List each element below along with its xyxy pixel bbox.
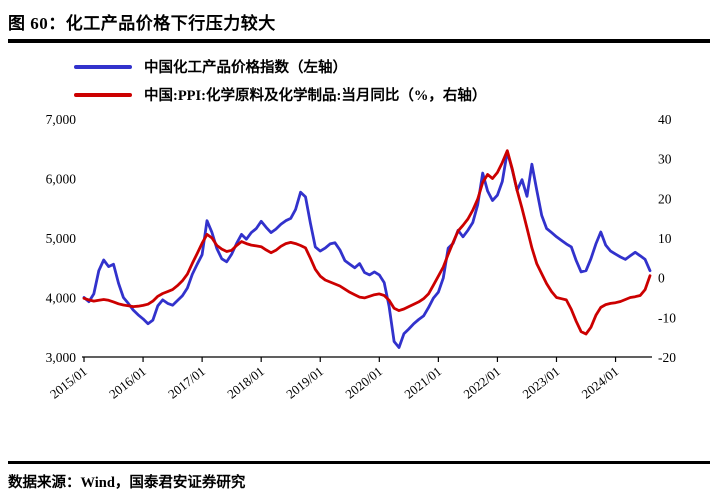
red-line-swatch	[74, 92, 132, 97]
svg-text:2015/01: 2015/01	[47, 364, 90, 402]
svg-text:20: 20	[658, 191, 672, 206]
svg-text:-20: -20	[658, 350, 676, 365]
data-source-text: 数据来源：Wind，国泰君安证券研究	[8, 475, 246, 491]
chart-area: 7,000 6,000 5,000 4,000 3,000 40 30 20 10 0 -10 -20…	[0, 105, 718, 461]
svg-text:4,000: 4,000	[46, 291, 77, 306]
figure-title: 图 60：化工产品价格下行压力较大	[8, 14, 276, 33]
svg-text:10: 10	[658, 231, 672, 246]
svg-text:40: 40	[658, 112, 672, 127]
svg-text:2018/01: 2018/01	[224, 364, 267, 402]
svg-text:2021/01: 2021/01	[401, 364, 444, 402]
top-rule	[8, 39, 710, 43]
svg-text:3,000: 3,000	[46, 350, 77, 365]
svg-text:7,000: 7,000	[46, 112, 77, 127]
svg-text:2017/01: 2017/01	[165, 364, 208, 402]
figure-footer: 数据来源：Wind，国泰君安证券研究	[0, 464, 718, 492]
legend-label-ppi: 中国:PPI:化学原料及化学制品:当月同比（%，右轴）	[144, 88, 487, 104]
svg-text:0: 0	[658, 271, 665, 286]
svg-text:2023/01: 2023/01	[520, 364, 563, 402]
svg-text:-10: -10	[658, 310, 676, 325]
svg-text:6,000: 6,000	[46, 172, 77, 187]
svg-text:30: 30	[658, 152, 672, 167]
svg-text:5,000: 5,000	[46, 231, 77, 246]
svg-text:2024/01: 2024/01	[579, 364, 622, 402]
chart-legend: 中国化工产品价格指数（左轴） 中国:PPI:化学原料及化学制品:当月同比（%，右…	[74, 56, 718, 105]
legend-label-price-index: 中国化工产品价格指数（左轴）	[144, 60, 347, 76]
blue-line-swatch	[74, 64, 132, 69]
svg-text:2016/01: 2016/01	[106, 364, 149, 402]
legend-item-ppi: 中国:PPI:化学原料及化学制品:当月同比（%，右轴）	[74, 84, 718, 105]
svg-text:2020/01: 2020/01	[342, 364, 385, 402]
bottom-rule	[8, 461, 710, 464]
svg-text:2019/01: 2019/01	[283, 364, 326, 402]
svg-text:2022/01: 2022/01	[460, 364, 503, 402]
chart-canvas: 7,000 6,000 5,000 4,000 3,000 40 30 20 10 0 -10 -20…	[46, 112, 677, 402]
legend-item-price-index: 中国化工产品价格指数（左轴）	[74, 56, 718, 77]
figure-header: 图 60：化工产品价格下行压力较大	[0, 0, 718, 39]
